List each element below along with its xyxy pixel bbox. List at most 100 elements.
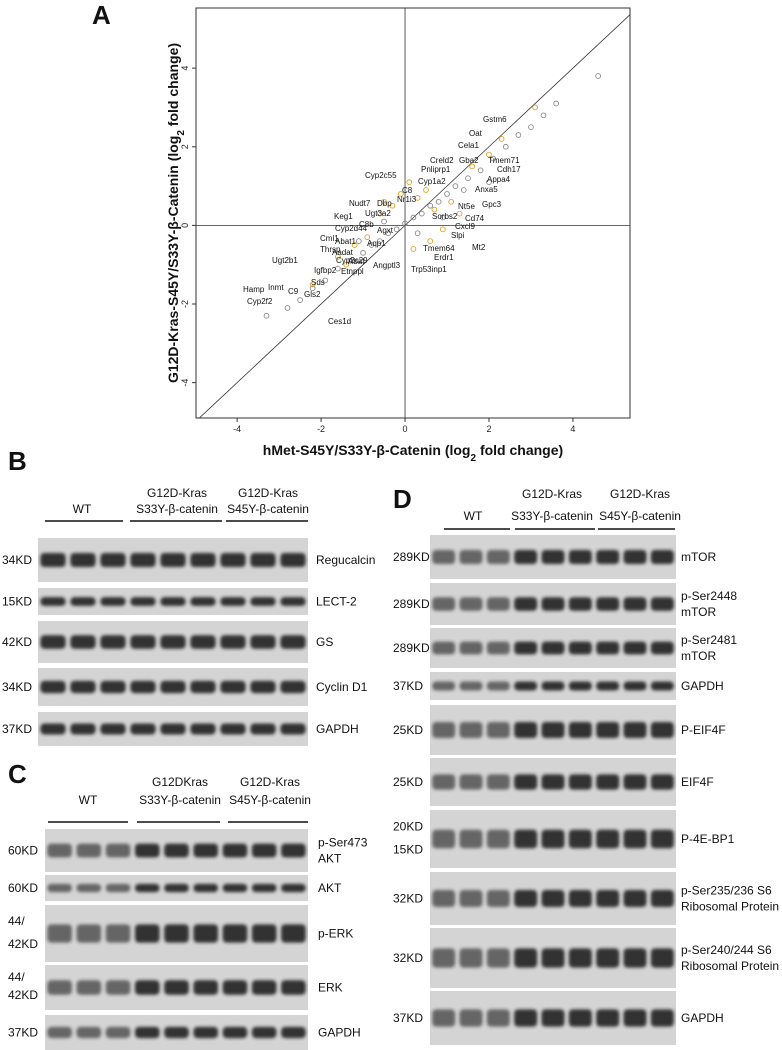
blot-strip: [430, 758, 676, 806]
band: [432, 681, 456, 691]
point: [486, 151, 492, 158]
band: [541, 1009, 565, 1027]
protein-label: GS: [316, 635, 333, 649]
band: [105, 980, 131, 995]
protein-label: Regucalcin: [316, 553, 375, 567]
band: [47, 1026, 72, 1039]
band: [541, 774, 565, 790]
band: [459, 597, 483, 611]
band: [486, 1009, 510, 1027]
band: [47, 980, 72, 995]
plot-area: [198, 14, 630, 418]
point: [368, 242, 375, 248]
point: [439, 214, 446, 221]
band: [70, 597, 96, 606]
band: [250, 597, 276, 606]
gene-label: Abat: [348, 257, 365, 266]
band: [623, 1009, 647, 1027]
blot-strip: [430, 810, 676, 868]
band: [190, 680, 216, 694]
group-label: S33Y-β-catenin: [511, 509, 593, 523]
size-label: 289KD: [393, 597, 430, 611]
band: [514, 641, 538, 655]
x-tick-label: 0: [403, 424, 408, 434]
label-part: fold change): [165, 43, 181, 130]
band: [70, 635, 96, 649]
band: [251, 883, 277, 893]
point: [397, 191, 404, 197]
blot-strip: [45, 1015, 308, 1050]
band: [40, 597, 66, 606]
group-label: S45Y-β-catenin: [599, 509, 681, 523]
gene-label: Gpc3: [482, 200, 502, 209]
band: [623, 722, 647, 738]
band: [100, 552, 126, 568]
band: [596, 890, 620, 907]
point: [435, 198, 442, 205]
band: [432, 948, 456, 968]
x-tick-label: 2: [486, 424, 491, 434]
protein-label: AKT: [318, 881, 342, 895]
gene-label: Ugt3a2: [365, 209, 391, 218]
size-label: 289KD: [393, 550, 430, 564]
band: [568, 829, 592, 849]
band: [105, 924, 131, 943]
band: [459, 641, 483, 655]
band: [514, 549, 538, 565]
panel-label: B: [8, 446, 27, 476]
size-label: 25KD: [393, 775, 423, 789]
band: [135, 843, 160, 858]
point: [414, 230, 421, 237]
protein-label: ERK: [318, 981, 343, 995]
band: [650, 1009, 674, 1027]
gene-label: Creld2: [430, 156, 454, 165]
band: [596, 549, 620, 565]
band: [280, 552, 306, 568]
gene-label: Inmt: [268, 283, 284, 292]
band: [541, 681, 565, 691]
point: [364, 234, 371, 241]
point: [460, 187, 467, 193]
band: [76, 1026, 102, 1039]
group-label: WT: [79, 793, 98, 807]
protein-label: p-ERK: [318, 927, 353, 941]
band: [596, 597, 620, 611]
gene-label: Oat: [469, 129, 483, 138]
band: [541, 549, 565, 565]
point: [343, 261, 350, 268]
band: [623, 549, 647, 565]
protein-label: p-Ser473: [318, 836, 368, 850]
point: [486, 179, 492, 185]
point: [297, 297, 303, 303]
blot-strip: [38, 538, 308, 582]
size-label: 44/: [8, 914, 25, 928]
point: [465, 175, 471, 182]
group-label: G12D-Kras: [610, 487, 670, 501]
band: [164, 1026, 189, 1039]
blot-strip: [430, 628, 676, 668]
band: [459, 722, 483, 738]
band: [76, 980, 102, 995]
band: [251, 924, 277, 943]
identity-line: [198, 14, 630, 418]
blot-strip: [430, 535, 676, 579]
band: [190, 635, 216, 649]
band: [160, 680, 186, 694]
band: [568, 641, 592, 655]
plot-frame: [195, 7, 631, 419]
point: [477, 167, 484, 174]
point: [335, 253, 341, 260]
gene-label: Gls2: [304, 290, 321, 299]
band: [160, 552, 186, 568]
gene-label: Sorbs2: [432, 212, 458, 221]
band: [130, 635, 156, 649]
band: [160, 597, 186, 606]
band: [100, 635, 126, 649]
size-label: 15KD: [393, 843, 423, 857]
band: [222, 1026, 248, 1039]
band: [596, 948, 620, 968]
gene-label: Ces1d: [328, 317, 351, 326]
band: [623, 829, 647, 849]
point: [284, 305, 291, 311]
point: [427, 202, 434, 209]
